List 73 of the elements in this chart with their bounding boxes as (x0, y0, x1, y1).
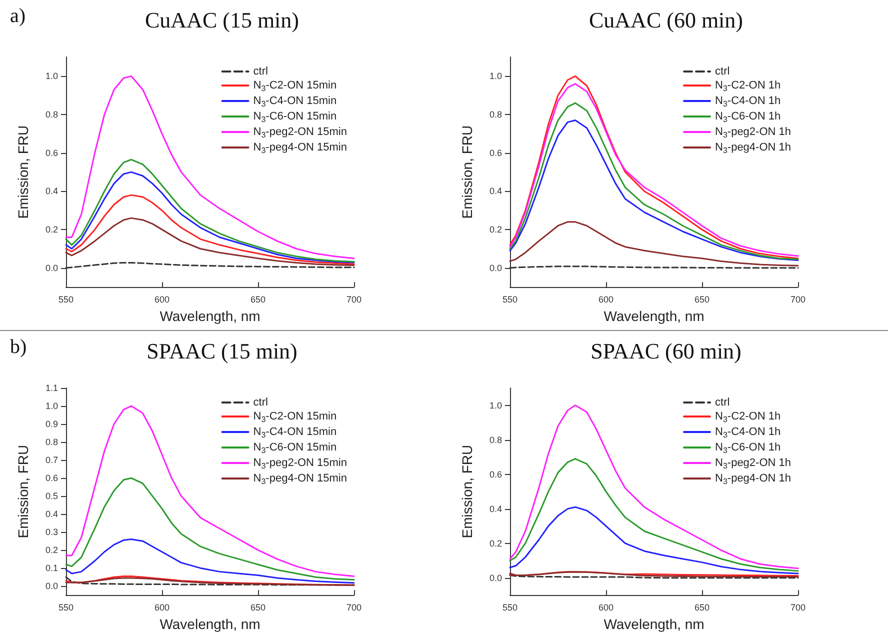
y-tick-label: 0.8 (489, 110, 502, 120)
y-tick-label: 1.0 (489, 400, 502, 410)
y-tick-label: 0.3 (45, 527, 58, 538)
y-tick-label: 0.0 (45, 262, 58, 273)
x-tick-label: 700 (790, 602, 806, 613)
line-series (65, 217, 355, 266)
x-tick-label: 700 (790, 294, 806, 305)
y-tick-label: 0.0 (489, 572, 502, 583)
x-tick-label: 650 (694, 602, 710, 613)
y-tick-label: 0.8 (489, 434, 502, 445)
line-series (509, 458, 799, 572)
x-tick-label: 550 (58, 294, 74, 305)
y-tick-label: 0.5 (45, 491, 58, 502)
x-tick-label: 700 (346, 602, 362, 613)
x-tick-label: 600 (154, 294, 170, 305)
line-series (65, 194, 355, 265)
y-tick-label: 0.2 (489, 538, 502, 548)
y-axis-title: Emission, FRU (15, 125, 31, 219)
legend-label: ctrl (253, 396, 268, 408)
x-tick-label: 600 (154, 602, 170, 613)
x-tick-label: 550 (502, 294, 518, 305)
x-tick-label: 650 (250, 294, 266, 305)
x-tick-label: 650 (250, 602, 266, 613)
line-series (509, 506, 799, 574)
x-axis-title: Wavelength, nm (160, 308, 260, 324)
y-tick-label: 0.6 (45, 473, 58, 484)
y-tick-label: 0.4 (45, 509, 58, 520)
text: b) (10, 336, 27, 358)
y-tick-label: 1.1 (45, 383, 58, 393)
y-tick-label: 0.1 (45, 563, 58, 574)
legend-label: ctrl (715, 396, 730, 408)
line-series (65, 538, 355, 584)
y-tick-label: 0.0 (45, 581, 58, 592)
x-tick-label: 650 (694, 294, 710, 305)
y-tick-label: 0.6 (45, 148, 58, 158)
y-tick-label: 1.0 (45, 401, 58, 412)
y-tick-label: 0.6 (489, 469, 502, 480)
x-axis-title: Wavelength, nm (604, 616, 704, 632)
y-tick-label: 0.2 (45, 224, 58, 235)
y-tick-label: 0.8 (45, 110, 58, 120)
x-tick-label: 700 (346, 294, 362, 305)
chart-title: CuAAC (60 min) (589, 8, 743, 32)
line-series (65, 405, 355, 577)
y-tick-label: 0.7 (45, 455, 58, 466)
x-axis-title: Wavelength, nm (160, 616, 260, 632)
y-tick-label: 0.0 (489, 262, 502, 273)
y-axis-title: Emission, FRU (459, 125, 475, 219)
y-tick-label: 0.9 (45, 419, 58, 430)
line-series (65, 75, 355, 260)
x-tick-label: 550 (502, 602, 518, 613)
line-series (509, 221, 799, 266)
y-axis-title: Emission, FRU (459, 444, 475, 538)
x-tick-label: 550 (58, 602, 74, 613)
chart-title: SPAAC (60 min) (590, 338, 742, 364)
line-series (509, 404, 799, 570)
y-tick-label: 1.0 (45, 71, 58, 82)
y-tick-label: 0.4 (489, 186, 502, 196)
y-tick-label: 0.6 (489, 148, 502, 158)
legend-label: ctrl (253, 66, 268, 78)
y-tick-label: 0.4 (45, 186, 58, 196)
x-axis-title: Wavelength, nm (604, 308, 704, 324)
legend-label: ctrl (715, 66, 730, 78)
y-axis-title: Emission, FRU (15, 444, 31, 538)
chart-title: SPAAC (15 min) (146, 338, 298, 364)
y-tick-label: 0.4 (489, 504, 502, 514)
y-tick-label: 0.2 (489, 224, 502, 235)
chart-title: CuAAC (15 min) (145, 8, 299, 32)
x-tick-label: 600 (598, 602, 614, 613)
text: a) (10, 5, 26, 27)
y-tick-label: 1.0 (489, 71, 502, 82)
x-tick-label: 600 (598, 294, 614, 305)
y-tick-label: 0.8 (45, 437, 58, 448)
y-tick-label: 0.2 (45, 545, 58, 556)
